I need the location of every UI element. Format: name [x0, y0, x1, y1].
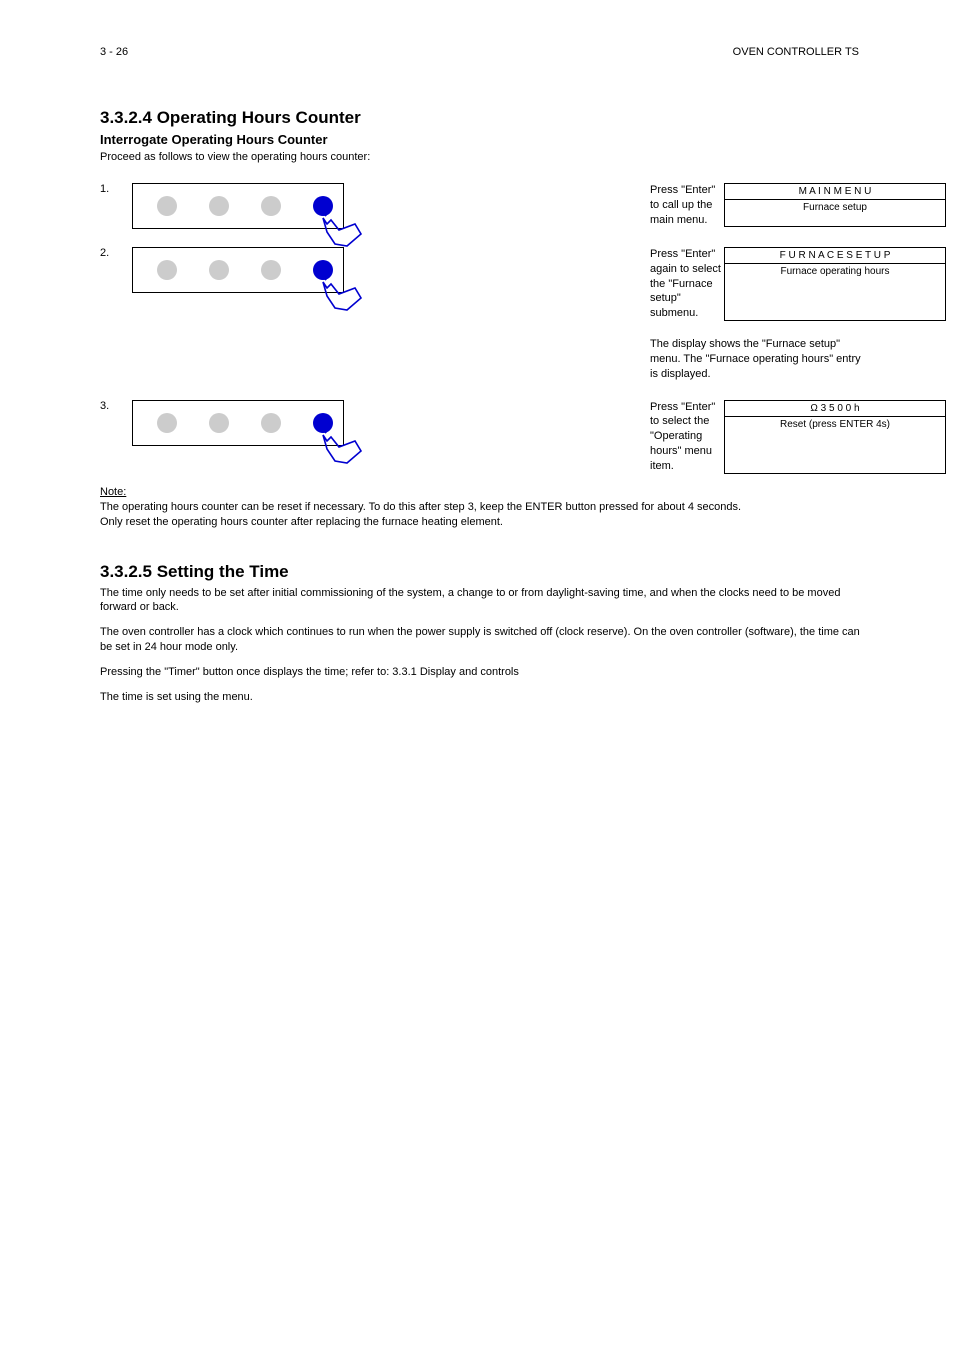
body-paragraph: The time only needs to be set after init…	[100, 586, 864, 616]
step-row: 3. Press "Enter" to select the "Operatin…	[100, 400, 864, 474]
section-heading-time: 3.3.2.5 Setting the Time	[100, 562, 864, 582]
step-text: Press "Enter" to select the "Operating h…	[650, 400, 724, 474]
panel-button-2	[209, 413, 229, 433]
lcd-line-2: Furnace setup	[725, 200, 945, 215]
panel-button-2	[209, 260, 229, 280]
hand-icon	[317, 427, 367, 469]
lcd-display: Ω 3 5 0 0 h Reset (press ENTER 4s)	[724, 400, 946, 474]
body-paragraph: The oven controller has a clock which co…	[100, 625, 864, 655]
intro-text: Proceed as follows to view the operating…	[100, 150, 864, 165]
lcd-display: F U R N A C E S E T U P Furnace operatin…	[724, 247, 946, 321]
step-text: Press "Enter" again to select the "Furna…	[650, 247, 724, 321]
step-text: Press "Enter" to call up the main menu.	[650, 183, 724, 228]
panel-button-3	[261, 196, 281, 216]
step-text: The display shows the "Furnace setup" me…	[650, 337, 870, 382]
button-panel	[132, 247, 344, 293]
step-number: 2.	[100, 247, 114, 259]
panel-button-3	[261, 413, 281, 433]
lcd-display: M A I N M E N U Furnace setup	[724, 183, 946, 228]
step-number: 3.	[100, 400, 114, 412]
panel-button-1	[157, 196, 177, 216]
body-paragraph: The time is set using the menu.	[100, 690, 864, 705]
body-paragraph: Pressing the "Timer" button once display…	[100, 665, 864, 680]
content-area: 3.3.2.4 Operating Hours Counter Interrog…	[100, 108, 864, 705]
lcd-line-1: F U R N A C E S E T U P	[725, 248, 945, 264]
button-panel	[132, 400, 344, 446]
note-label: Note:	[100, 486, 864, 498]
button-panel	[132, 183, 344, 229]
lcd-line-1: Ω 3 5 0 0 h	[725, 401, 945, 417]
panel-button-3	[261, 260, 281, 280]
note-body: The operating hours counter can be reset…	[100, 500, 864, 530]
hand-icon	[317, 210, 367, 252]
lcd-line-2: Furnace operating hours	[725, 264, 945, 279]
subheading-interrogate: Interrogate Operating Hours Counter	[100, 132, 864, 147]
panel-button-2	[209, 196, 229, 216]
step-row: 2. Press "Enter" again to select the "Fu…	[100, 247, 864, 321]
step-number: 1.	[100, 183, 114, 195]
section-heading-counter: 3.3.2.4 Operating Hours Counter	[100, 108, 864, 128]
lcd-line-2: Reset (press ENTER 4s)	[725, 417, 945, 432]
page: 3 - 26 OVEN CONTROLLER TS 3.3.2.4 Operat…	[0, 0, 954, 1351]
hand-icon	[317, 274, 367, 316]
page-number: 3 - 26	[100, 46, 128, 58]
step-row: The display shows the "Furnace setup" me…	[100, 337, 864, 382]
page-title: OVEN CONTROLLER TS	[733, 46, 859, 58]
lcd-line-1: M A I N M E N U	[725, 184, 945, 200]
step-row: 1. Press "Enter" to call up the main men…	[100, 183, 864, 229]
panel-button-1	[157, 413, 177, 433]
panel-button-1	[157, 260, 177, 280]
